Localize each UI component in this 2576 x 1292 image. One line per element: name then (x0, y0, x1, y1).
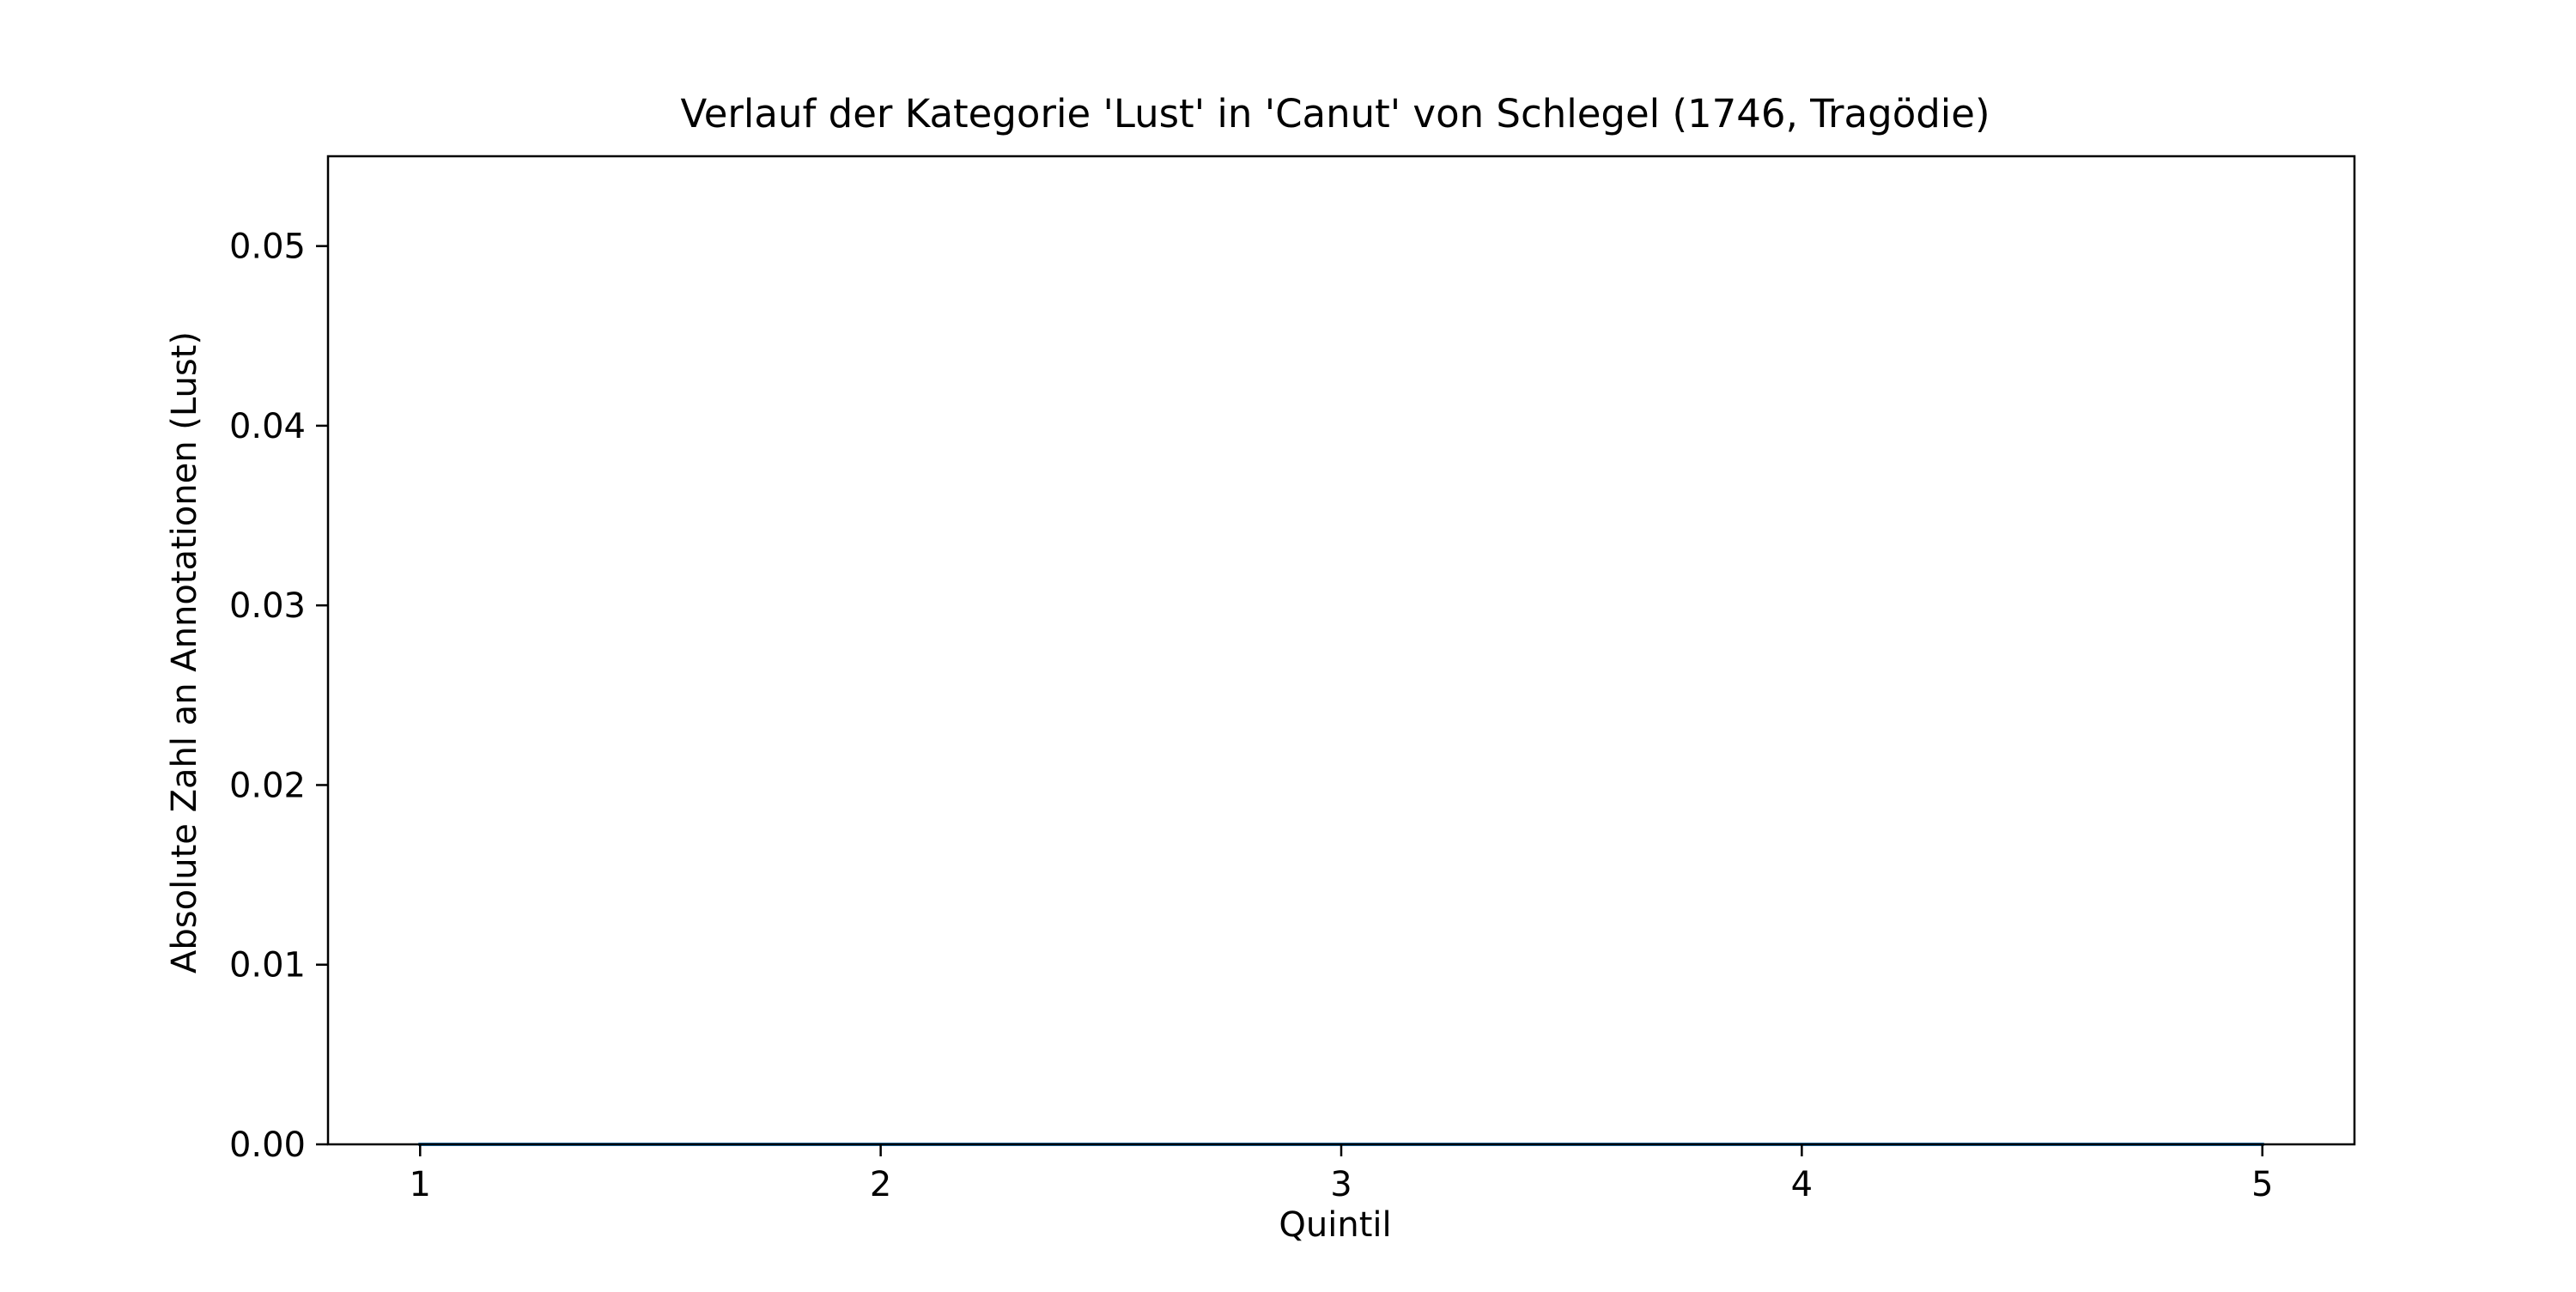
y-tick-label: 0.00 (229, 1125, 306, 1165)
y-tick-label: 0.02 (229, 766, 306, 805)
y-tick-label: 0.03 (229, 586, 306, 626)
x-axis-label: Quintil (1279, 1205, 1391, 1245)
y-tick-label: 0.01 (229, 946, 306, 986)
x-tick-label: 1 (410, 1165, 431, 1204)
y-tick-label: 0.05 (229, 227, 306, 267)
y-axis-label: Absolute Zahl an Annotationen (Lust) (165, 331, 204, 974)
x-tick-label: 4 (1791, 1165, 1813, 1204)
x-tick-label: 5 (2251, 1165, 2273, 1204)
y-tick-label: 0.04 (229, 407, 306, 446)
x-tick-label: 3 (1330, 1165, 1352, 1204)
chart-title: Verlauf der Kategorie 'Lust' in 'Canut' … (680, 91, 1990, 136)
x-tick-label: 2 (870, 1165, 891, 1204)
